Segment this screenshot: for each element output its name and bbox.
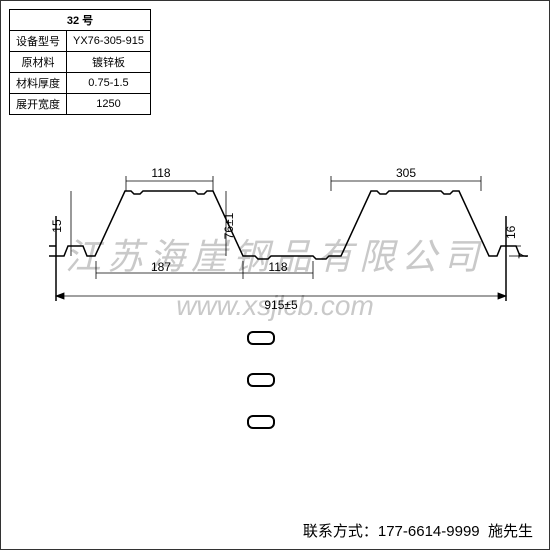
drawing-sheet: 江苏海崖钢品有限公司 www.xsjlcb.com 32 号 设备型号YX76-… (0, 0, 550, 550)
contact-phone: 177-6614-9999 (378, 523, 480, 540)
dim-rib-height: 76±1 (222, 212, 236, 239)
dim-bottom-mid: 118 (268, 260, 287, 274)
contact-line: 联系方式：177-6614-9999 施先生 (303, 520, 533, 541)
contact-name: 施先生 (488, 523, 533, 540)
oval-icon (247, 331, 275, 345)
technical-drawing: 118 305 15 76±1 187 118 915±5 16 7 (1, 1, 550, 551)
dim-right-lip: 7 (516, 252, 530, 259)
dim-right-out: 16 (504, 225, 518, 239)
contact-label: 联系方式： (303, 523, 378, 540)
dim-left-height: 15 (50, 219, 64, 233)
dim-top-left: 118 (151, 166, 170, 180)
section-ovals (247, 331, 275, 429)
oval-icon (247, 415, 275, 429)
oval-icon (247, 373, 275, 387)
dim-overall: 915±5 (264, 298, 298, 312)
dim-bottom-left: 187 (151, 260, 171, 274)
dim-top-right: 305 (396, 166, 416, 180)
